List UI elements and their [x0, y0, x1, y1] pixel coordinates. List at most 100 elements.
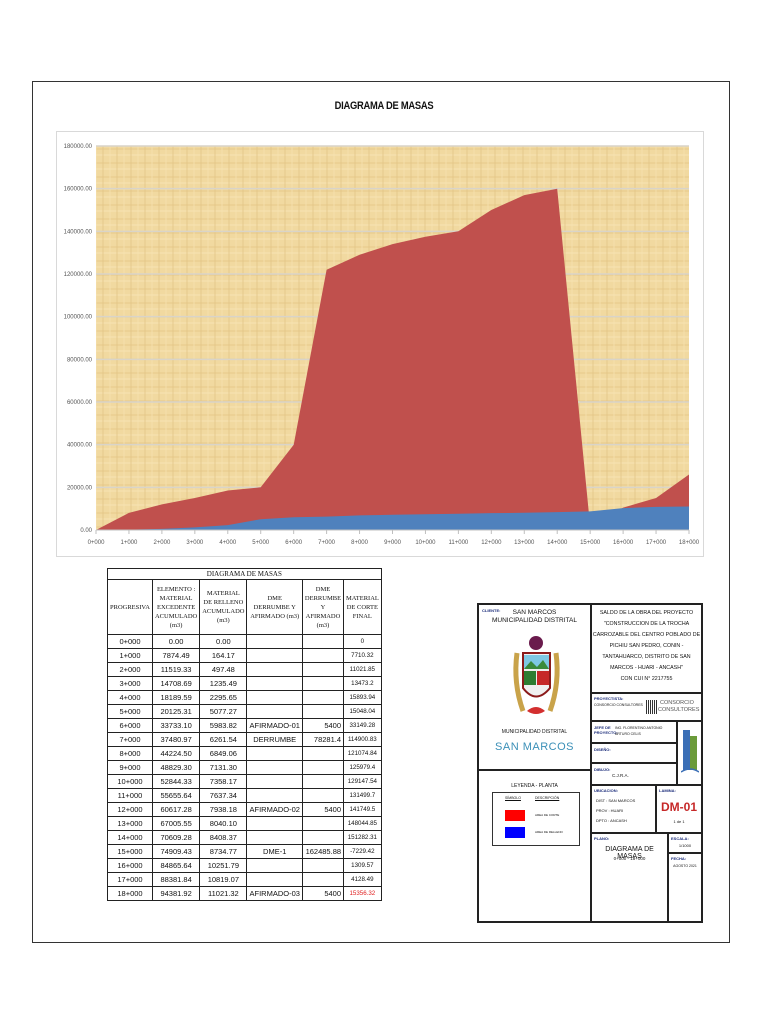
- table-cell: 7874.49: [151, 648, 201, 663]
- x-tick-label: 14+000: [547, 540, 568, 546]
- legend-header-description: DESCRIPCIÓN: [535, 796, 560, 800]
- client-name: SAN MARCOS: [512, 609, 557, 616]
- table-cell: [301, 690, 345, 705]
- lamina-label: LAMINA:: [659, 788, 676, 793]
- table-cell: 52844.33: [151, 774, 201, 789]
- y-tick-label: 120000.00: [64, 272, 93, 278]
- x-tick-label: 18+000: [679, 540, 700, 546]
- table-cell: 164.17: [199, 648, 248, 663]
- fecha-cell: FECHA: AGOSTO 2021: [668, 853, 702, 922]
- x-tick-label: 10+000: [415, 540, 436, 546]
- table-row: 1+000 7874.49 164.17 7710.32: [107, 648, 382, 663]
- table-cell: [246, 690, 303, 705]
- area-series: [96, 188, 689, 530]
- municipal-crest-icon: [513, 636, 560, 714]
- escala-cell: ESCALA: 1/1000: [668, 833, 702, 853]
- table-cell: 48829.30: [151, 760, 201, 775]
- project-line: PICHIU SAN PEDRO, CONIN -: [609, 643, 684, 649]
- x-tick-label: 11+000: [449, 540, 469, 546]
- table-cell: [246, 774, 303, 789]
- table-header-cell: ELEMENTO : MATERIAL EXCEDENTE ACUMULADO …: [151, 579, 201, 635]
- table-row: 13+000 67005.55 8040.10 148044.85: [107, 816, 382, 831]
- x-tick-label: 2+000: [153, 540, 171, 546]
- table-cell: 55655.64: [151, 788, 201, 803]
- y-tick-label: 100000.00: [64, 315, 93, 321]
- table-cell: 18+000: [107, 886, 153, 901]
- table-cell: 4128.49: [343, 872, 382, 887]
- table-cell: 7131.30: [199, 760, 248, 775]
- table-cell: 33149.28: [343, 718, 382, 733]
- project-line: CON CUI N° 2217755: [620, 676, 673, 682]
- table-cell: 151282.31: [343, 830, 382, 845]
- table-cell: 5400: [301, 718, 345, 733]
- jefe-proyecto-cell: JEFE DE PROYECTO: ING. FLORENTINO ANTONI…: [591, 721, 677, 743]
- consorcio-logo-icon: [646, 700, 658, 714]
- table-cell: [246, 830, 303, 845]
- building-logo-icon: [681, 730, 699, 773]
- table-cell: 10+000: [107, 774, 153, 789]
- table-cell: 7637.34: [199, 788, 248, 803]
- chart-title: DIAGRAMA DE MASAS: [334, 100, 434, 112]
- escala-label: ESCALA:: [671, 836, 689, 841]
- lamina-sub: 1 de 1: [673, 819, 685, 824]
- table-cell: AFIRMADO-02: [246, 802, 303, 817]
- table-cell: 10819.07: [199, 872, 248, 887]
- table-cell: 129147.54: [343, 774, 382, 789]
- table-row: 16+000 84865.64 10251.79 1309.57: [107, 858, 382, 873]
- plano-label: PLANO:: [594, 836, 610, 841]
- x-tick-label: 3+000: [186, 540, 204, 546]
- table-cell: 8408.37: [199, 830, 248, 845]
- table-row: 11+000 55655.64 7637.34 131499.7: [107, 788, 382, 803]
- y-tick-label: 20000.00: [67, 485, 93, 491]
- x-tick-label: 5+000: [252, 540, 270, 546]
- table-row: 8+000 44224.50 6849.06 121074.84: [107, 746, 382, 761]
- table-cell: [301, 634, 345, 649]
- diseno-label: DISEÑO:: [594, 747, 611, 752]
- x-tick-label: 0+000: [88, 540, 106, 546]
- legend-swatch-cut: [505, 810, 525, 821]
- table-cell: DME-1: [246, 844, 303, 859]
- ubicacion-dist: DIST : SAN MARCOS: [596, 798, 636, 803]
- chart-container: 0.00 20000.00 40000.00 60000.00 80000.00 1000…: [56, 131, 704, 557]
- table-row: 12+000 60617.28 7938.18 AFIRMADO-02 5400 1417…: [107, 802, 382, 817]
- area-series: [96, 506, 689, 530]
- table-cell: [301, 858, 345, 873]
- table-cell: 94381.92: [151, 886, 201, 901]
- firm-logo-cell: [677, 721, 702, 785]
- client-subtitle: MUNICIPALIDAD DISTRITAL: [492, 617, 577, 624]
- proyectista-label: PROYECTISTA:: [594, 696, 624, 701]
- plano-value: DIAGRAMA DE MASAS: [605, 846, 654, 860]
- mass-diagram-chart: 0.00 20000.00 40000.00 60000.00 80000.00 1000…: [64, 144, 700, 546]
- table-cell: 10251.79: [199, 858, 248, 873]
- x-tick-label: 8+000: [351, 540, 369, 546]
- table-cell: 11+000: [107, 788, 153, 803]
- table-cell: [301, 704, 345, 719]
- table-row: 14+000 70609.28 8408.37 151282.31: [107, 830, 382, 845]
- table-cell: 141749.5: [343, 802, 382, 817]
- table-cell: 17+000: [107, 872, 153, 887]
- table-cell: [246, 816, 303, 831]
- client-label: CLIENTE:: [482, 608, 501, 613]
- table-cell: [301, 816, 345, 831]
- table-title: DIAGRAMA DE MASAS: [107, 568, 382, 580]
- table-cell: AFIRMADO-03: [246, 886, 303, 901]
- y-tick-label: 60000.00: [67, 400, 93, 406]
- x-tick-label: 4+000: [219, 540, 237, 546]
- table-cell: 121074.84: [343, 746, 382, 761]
- table-cell: 78281.4: [301, 732, 345, 747]
- table-cell: 2295.65: [199, 690, 248, 705]
- table-cell: 125979.4: [343, 760, 382, 775]
- ubicacion-prov: PROV : HUARI: [596, 808, 624, 813]
- ubicacion-cell: UBICACION: DIST : SAN MARCOS PROV : HUAR…: [591, 785, 656, 833]
- y-tick-label: 180000.00: [64, 144, 93, 150]
- table-cell: [246, 648, 303, 663]
- table-cell: 131499.7: [343, 788, 382, 803]
- table-cell: [301, 830, 345, 845]
- table-cell: [301, 676, 345, 691]
- table-row: 17+000 88381.84 10819.07 4128.49: [107, 872, 382, 887]
- table-cell: 1+000: [107, 648, 153, 663]
- proyectista-cell: PROYECTISTA: CONSORCIO CONSULTORES CONSO…: [591, 693, 702, 721]
- x-tick-label: 9+000: [384, 540, 402, 546]
- table-cell: 1309.57: [343, 858, 382, 873]
- table-row: 0+000 0.00 0.00 0: [107, 634, 382, 649]
